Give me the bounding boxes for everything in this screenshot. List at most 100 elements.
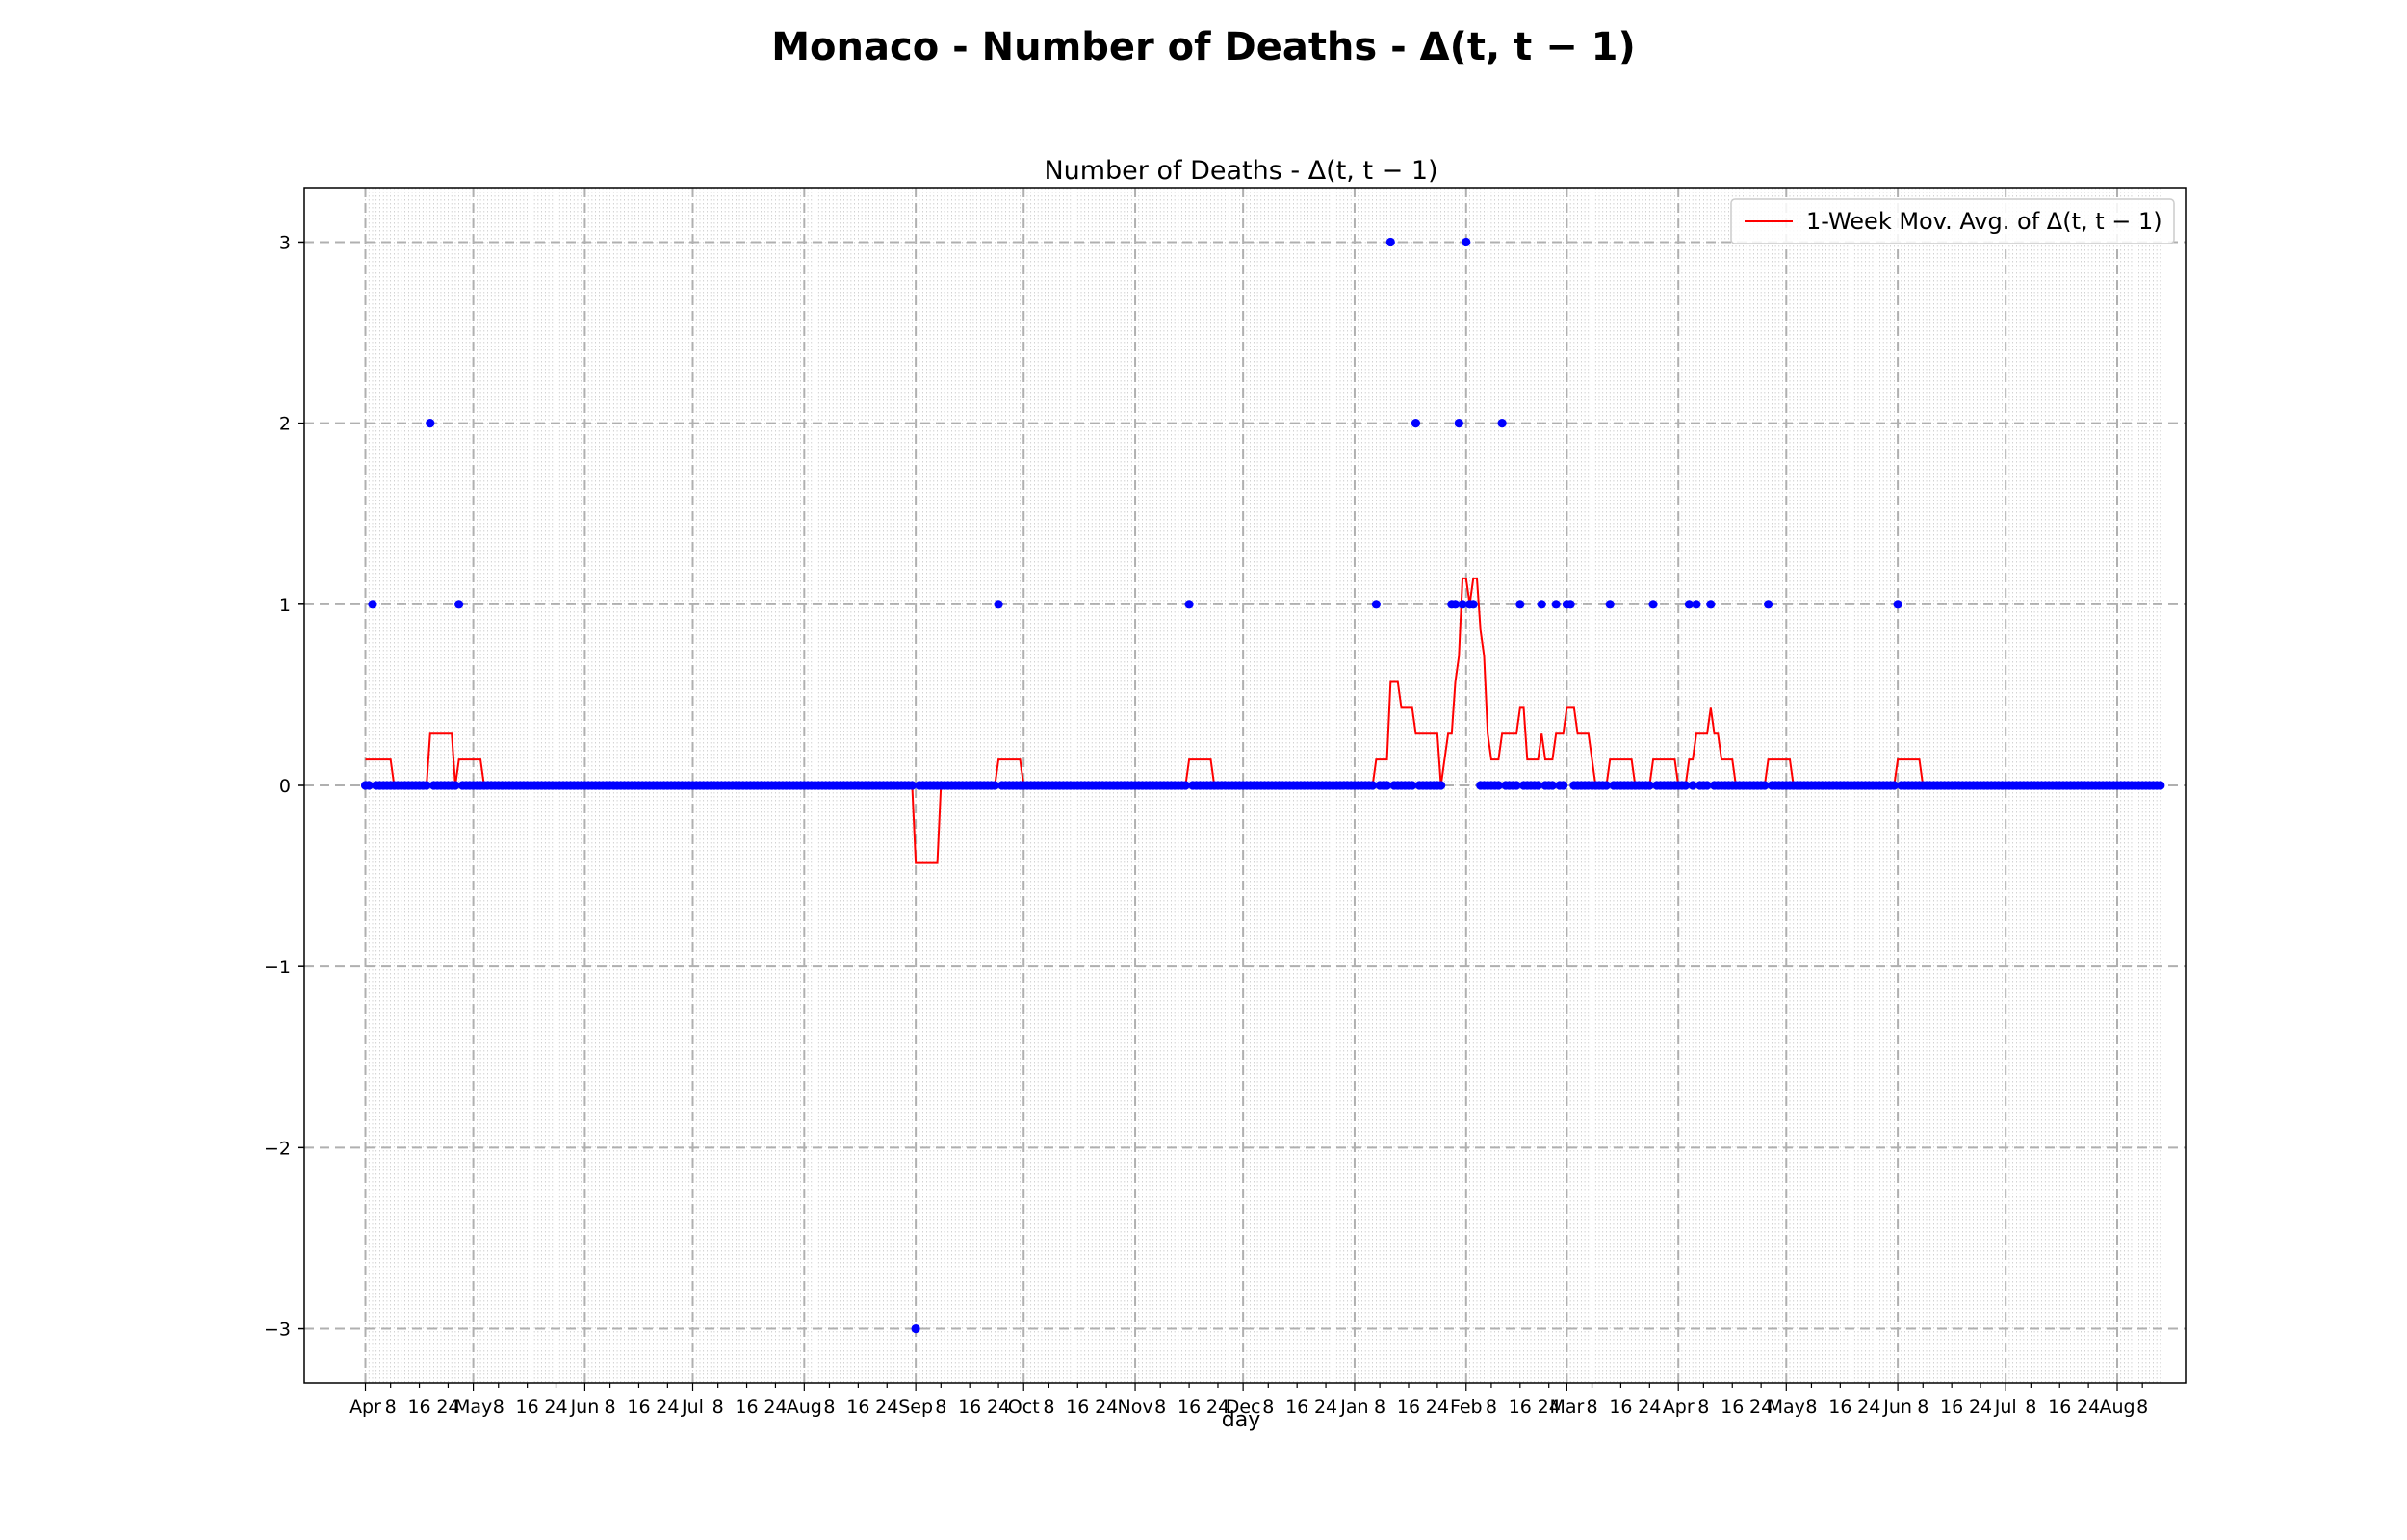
y-tick-label: −2 (264, 1138, 291, 1159)
legend-entry-label: 1-Week Mov. Avg. of Δ(t, t − 1) (1806, 208, 2162, 235)
y-tick-label: −3 (264, 1320, 291, 1341)
x-tick-label: Apr (349, 1397, 381, 1418)
y-tick-label: 2 (279, 414, 291, 435)
x-tick-label: 8 (823, 1397, 835, 1418)
moving-average-line (365, 577, 2161, 864)
data-point (1601, 781, 1612, 790)
x-tick-label: May (1768, 1397, 1805, 1418)
data-point (1411, 419, 1421, 428)
x-tick-label: May (454, 1397, 492, 1418)
data-point (1684, 600, 1695, 609)
data-point (1497, 419, 1507, 428)
x-tick-label: 24 (1426, 1397, 1449, 1418)
data-point (1648, 600, 1658, 609)
data-point (1688, 781, 1697, 790)
x-tick-label: 24 (875, 1397, 898, 1418)
x-tick-label: 24 (1857, 1397, 1880, 1418)
data-point (1454, 419, 1463, 428)
x-tick-label: Mar (1549, 1397, 1584, 1418)
x-tick-label: 8 (1917, 1397, 1928, 1418)
x-axis-label: day (1222, 1408, 1260, 1432)
data-point (451, 781, 460, 790)
x-tick-label: 16 (1178, 1397, 1201, 1418)
data-point (454, 600, 464, 609)
x-tick-label: 8 (385, 1397, 397, 1418)
data-point (907, 781, 918, 790)
x-tick-label: 16 (958, 1397, 981, 1418)
x-tick-label: 8 (1043, 1397, 1054, 1418)
moving-average-layer (365, 577, 2161, 864)
data-point (426, 419, 435, 428)
x-tick-label: Feb (1450, 1397, 1483, 1418)
data-point (1764, 600, 1773, 609)
data-points-layer (360, 237, 2165, 1334)
data-point (1493, 781, 1503, 790)
x-tick-label: Jul (1994, 1397, 2017, 1418)
legend: 1-Week Mov. Avg. of Δ(t, t − 1) (1730, 198, 2175, 244)
data-point (1368, 781, 1378, 790)
data-point (1533, 781, 1543, 790)
chart-suptitle: Monaco - Number of Deaths - Δ(t, t − 1) (771, 25, 1636, 69)
data-point (364, 781, 374, 790)
data-point (990, 781, 999, 790)
x-tick-label: 16 (516, 1397, 539, 1418)
x-tick-label: 16 (1285, 1397, 1308, 1418)
x-tick-label: 16 (735, 1397, 758, 1418)
x-tick-label: 16 (1397, 1397, 1420, 1418)
y-axis-ticks: −3 −2 −1 0 1 2 3 (264, 232, 304, 1341)
data-point (1408, 781, 1417, 790)
x-tick-label: 8 (605, 1397, 616, 1418)
x-tick-label: 8 (712, 1397, 724, 1418)
data-point (1512, 781, 1521, 790)
data-point (1681, 781, 1691, 790)
x-tick-label: 24 (656, 1397, 679, 1418)
x-tick-label: 8 (1486, 1397, 1497, 1418)
data-point (1371, 600, 1381, 609)
x-tick-label: Aug (2099, 1397, 2135, 1418)
data-point (911, 1323, 920, 1334)
x-tick-label: 24 (2077, 1397, 2100, 1418)
data-point (1692, 600, 1701, 609)
data-point (1458, 600, 1467, 609)
x-tick-label: Jun (1882, 1397, 1912, 1418)
data-point (1702, 781, 1712, 790)
data-point (422, 781, 431, 790)
x-tick-label: 16 (1828, 1397, 1851, 1418)
x-tick-label: Sep (898, 1397, 933, 1418)
x-tick-label: 16 (846, 1397, 869, 1418)
data-point (2156, 781, 2165, 790)
data-point (1385, 237, 1395, 247)
x-tick-label: Jul (681, 1397, 704, 1418)
x-tick-label: Jun (570, 1397, 600, 1418)
data-point (1468, 600, 1478, 609)
x-tick-label: 24 (1638, 1397, 1661, 1418)
x-tick-label: 16 (1609, 1397, 1632, 1418)
data-point (1566, 600, 1575, 609)
x-tick-label: 16 (1940, 1397, 1963, 1418)
x-tick-label: 24 (1206, 1397, 1229, 1418)
x-tick-label: 16 (1509, 1397, 1532, 1418)
data-point (1706, 600, 1716, 609)
x-tick-label: 16 (1721, 1397, 1744, 1418)
data-point (1551, 600, 1561, 609)
x-tick-label: 8 (1586, 1397, 1597, 1418)
x-tick-label: 24 (987, 1397, 1010, 1418)
x-tick-label: 8 (1805, 1397, 1817, 1418)
data-point (1644, 781, 1654, 790)
x-tick-label: 16 (2048, 1397, 2071, 1418)
data-point (368, 600, 377, 609)
x-tick-label: Jan (1339, 1397, 1368, 1418)
data-point (1436, 781, 1446, 790)
x-tick-label: Oct (1008, 1397, 1040, 1418)
x-tick-label: 24 (544, 1397, 567, 1418)
data-point (1889, 781, 1899, 790)
x-tick-label: 24 (1314, 1397, 1337, 1418)
data-point (1462, 237, 1471, 247)
x-tick-label: 24 (1749, 1397, 1773, 1418)
data-point (1547, 781, 1558, 790)
data-point (1537, 600, 1546, 609)
legend-box (1730, 198, 2175, 244)
x-tick-label: 16 (407, 1397, 430, 1418)
x-tick-label: Aug (787, 1397, 822, 1418)
